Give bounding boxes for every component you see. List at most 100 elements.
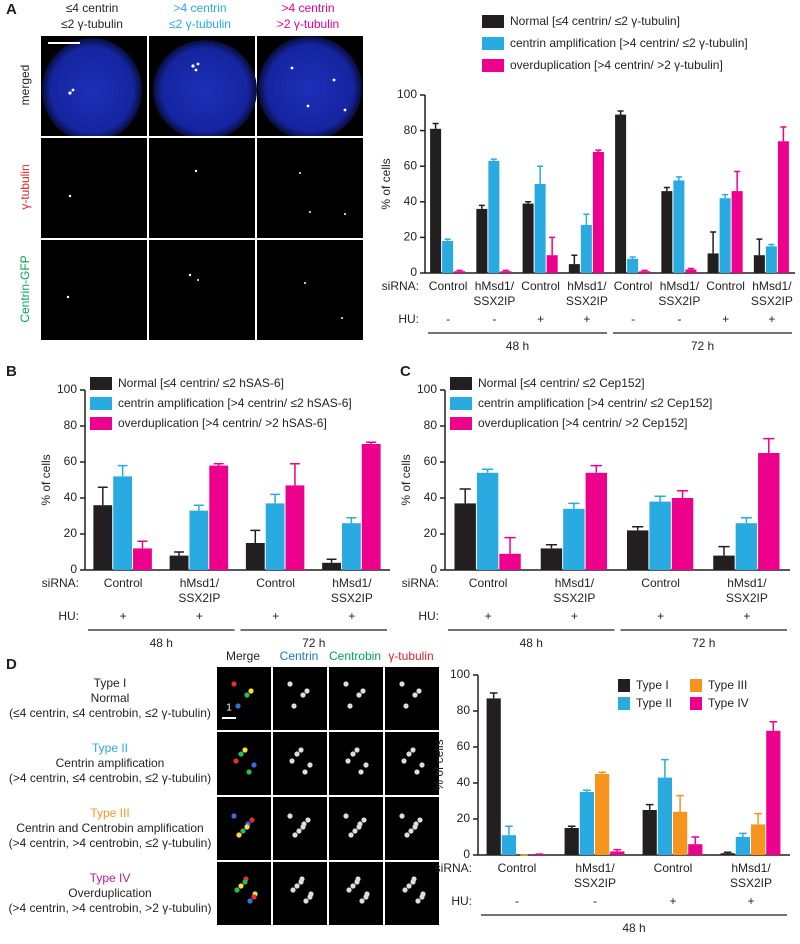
y-tick-label: 40 <box>64 490 78 504</box>
micrograph <box>215 860 273 927</box>
signal <box>354 747 360 753</box>
signal <box>419 894 425 900</box>
row-name: Normal <box>91 691 130 705</box>
signal <box>238 751 244 757</box>
error-bar <box>213 463 224 466</box>
column-header: Merge <box>226 649 260 663</box>
error-bar <box>571 254 578 265</box>
error-bar <box>502 269 509 272</box>
bar <box>766 730 781 855</box>
legend-swatch <box>618 679 630 692</box>
signal <box>249 817 255 823</box>
hu-label: + <box>583 312 590 326</box>
signal <box>296 828 302 834</box>
y-tick-label: 60 <box>457 739 471 753</box>
hu-label: - <box>593 894 597 908</box>
signal <box>412 692 418 698</box>
micrograph <box>327 795 385 862</box>
bar <box>133 548 152 570</box>
error-bar <box>598 771 606 774</box>
panel-label: A <box>6 1 17 18</box>
error-bar <box>250 529 261 543</box>
signal <box>358 769 364 775</box>
error-bar <box>676 490 689 498</box>
error-bar <box>432 122 439 129</box>
signal <box>196 62 200 66</box>
micrograph <box>215 795 273 862</box>
panel-label: B <box>6 363 17 380</box>
hu-label: - <box>492 312 496 326</box>
x-tick-label: hMsd1/SSX2IP <box>730 861 772 890</box>
signal <box>402 887 408 893</box>
y-tick-label: 80 <box>424 418 438 432</box>
row-label: Centrin-GFP <box>18 255 32 322</box>
x-tick-label: Control <box>614 279 653 293</box>
error-bar <box>595 149 602 152</box>
signal <box>248 688 254 694</box>
legend-swatch <box>450 397 472 410</box>
nucleus <box>153 40 257 140</box>
bar <box>642 810 657 855</box>
column-header: γ-tubulin <box>388 649 433 663</box>
row-name: Overduplication <box>68 886 151 900</box>
signal <box>68 91 72 95</box>
signal <box>302 769 308 775</box>
micrograph <box>255 136 365 240</box>
bar <box>661 191 673 273</box>
row-type: Type I <box>94 676 127 690</box>
error-bar <box>137 540 148 549</box>
signal <box>292 832 298 838</box>
signal <box>307 894 313 900</box>
signal <box>307 762 313 768</box>
error-bar <box>537 165 544 184</box>
legend-label: Type IV <box>708 696 749 710</box>
hu-label: - <box>515 894 519 908</box>
signal <box>287 813 293 819</box>
signal <box>304 282 306 284</box>
bar <box>615 114 627 273</box>
y-tick-label: 100 <box>417 382 437 396</box>
legend-swatch <box>690 697 702 710</box>
row-label: siRNA: <box>435 861 472 875</box>
bar <box>285 485 305 570</box>
y-tick-label: 100 <box>397 87 417 101</box>
signal <box>309 211 311 213</box>
error-bar <box>482 468 494 473</box>
micrograph <box>271 860 329 927</box>
error-bar <box>629 256 636 259</box>
error-bar <box>734 170 741 192</box>
signal <box>343 681 349 687</box>
bar <box>322 562 341 570</box>
error-bar <box>763 437 775 453</box>
micrograph <box>255 238 365 342</box>
hu-label: + <box>747 894 754 908</box>
bar <box>649 501 671 570</box>
error-bar <box>504 536 516 554</box>
micrograph <box>39 136 149 240</box>
signal <box>415 898 421 904</box>
signal <box>350 883 356 889</box>
signal <box>354 879 360 885</box>
y-axis-label: % of cells <box>399 454 413 505</box>
error-bar <box>754 812 762 825</box>
signal <box>247 898 253 904</box>
signal <box>341 317 343 319</box>
error-bar <box>568 502 580 509</box>
x-tick-label: Control <box>469 576 508 590</box>
bar <box>713 555 735 570</box>
error-bar <box>663 186 670 192</box>
signal <box>246 769 252 775</box>
signal <box>305 817 311 823</box>
group-label: 48 h <box>506 339 529 353</box>
error-bar <box>193 504 204 511</box>
bar <box>688 844 703 855</box>
y-tick-label: 20 <box>64 526 78 540</box>
nucleus <box>258 36 362 140</box>
error-bar <box>549 236 556 256</box>
legend-swatch <box>618 697 630 710</box>
error-bar <box>174 551 185 556</box>
signal <box>356 692 362 698</box>
bar <box>735 837 750 855</box>
signal <box>406 883 412 889</box>
row-criteria: (>4 centrin, >4 centrobin, >2 γ-tubulin) <box>8 901 211 915</box>
